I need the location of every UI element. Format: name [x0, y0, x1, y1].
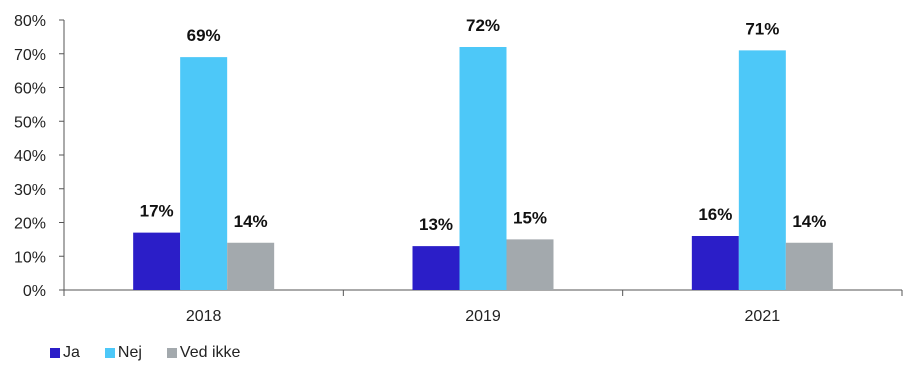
bar-ja-2021: [691, 236, 739, 290]
bar-ja-2019: [412, 246, 460, 290]
data-label: 13%: [419, 215, 453, 234]
data-label: 14%: [234, 212, 268, 231]
y-tick-label: 30%: [14, 182, 46, 199]
y-tick-label: 50%: [14, 114, 46, 131]
legend: Ja Nej Ved ikke: [50, 344, 265, 362]
y-tick-label: 80%: [14, 13, 46, 30]
data-label: 16%: [698, 205, 732, 224]
legend-swatch: [104, 348, 115, 358]
bar-ved-ikke-2019: [506, 239, 554, 290]
y-tick-label: 20%: [14, 216, 46, 233]
bar-chart-plot: 0% 10% 20% 30% 40% 50% 60% 70% 80% 17% 69% 14% 2018 1…: [14, 13, 903, 325]
legend-swatch: [50, 348, 60, 358]
bar-nej-2019: [459, 47, 507, 290]
data-label: 69%: [187, 26, 221, 45]
y-tick-label: 40%: [14, 148, 46, 165]
data-label: 72%: [466, 16, 500, 35]
y-tick-label: 10%: [14, 249, 46, 266]
bar-nej-2018: [180, 57, 228, 290]
y-tick-label: 0%: [23, 283, 46, 300]
bar-ja-2018: [133, 232, 181, 290]
data-label: 17%: [140, 202, 174, 221]
legend-swatch: [166, 348, 177, 358]
legend-label: Ved ikke: [179, 344, 241, 361]
legend-item: Ved ikke: [166, 344, 241, 362]
y-tick-label: 60%: [14, 81, 46, 98]
x-tick-label: 2018: [186, 308, 222, 325]
legend-item: Ja: [50, 344, 80, 362]
data-label: 15%: [513, 208, 547, 227]
x-tick-label: 2021: [745, 308, 781, 325]
data-label: 14%: [792, 212, 826, 231]
bar-ved-ikke-2018: [227, 242, 275, 290]
y-tick-label: 70%: [14, 47, 46, 64]
data-label: 71%: [745, 19, 779, 38]
bar-ved-ikke-2021: [785, 242, 833, 290]
bar-nej-2021: [738, 50, 786, 290]
x-tick-label: 2019: [465, 308, 501, 325]
legend-label: Ja: [63, 344, 80, 361]
legend-label: Nej: [117, 344, 142, 361]
legend-item: Nej: [104, 344, 142, 362]
